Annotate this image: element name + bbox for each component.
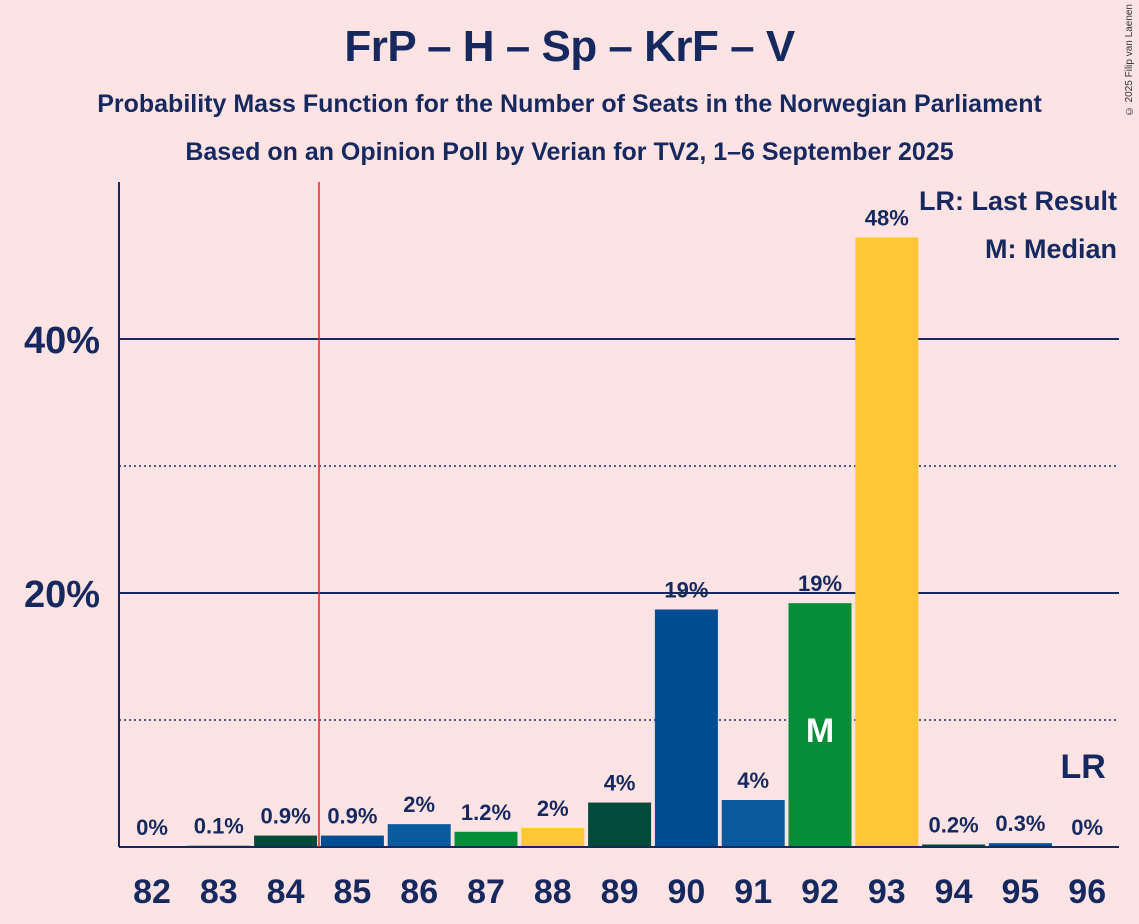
x-tick-label-82: 82 — [133, 873, 171, 911]
legend-entry-0: LR: Last Result — [919, 186, 1117, 216]
x-tick-label-87: 87 — [467, 873, 505, 911]
x-tick-label-83: 83 — [200, 873, 238, 911]
x-tick-label-86: 86 — [400, 873, 438, 911]
bar-85 — [320, 835, 384, 847]
legend-entry-1: M: Median — [985, 234, 1117, 264]
x-tick-label-94: 94 — [935, 873, 973, 911]
bar-88 — [521, 827, 585, 847]
x-tick-label-91: 91 — [734, 873, 772, 911]
bar-label-90: 19% — [664, 578, 708, 603]
bar-94 — [922, 844, 986, 847]
chart-subtitle: Probability Mass Function for the Number… — [97, 90, 1042, 118]
bar-label-93: 48% — [865, 205, 909, 230]
x-tick-label-85: 85 — [333, 873, 371, 911]
bar-93 — [855, 237, 919, 847]
bar-label-88: 2% — [537, 796, 569, 821]
x-tick-label-90: 90 — [667, 873, 705, 911]
x-tick-label-93: 93 — [868, 873, 906, 911]
bar-label-83: 0.1% — [194, 814, 244, 839]
bar-95 — [988, 843, 1052, 847]
x-tick-label-96: 96 — [1068, 873, 1106, 911]
x-tick-label-89: 89 — [601, 873, 639, 911]
x-tick-label-88: 88 — [534, 873, 572, 911]
bar-87 — [454, 831, 518, 847]
bar-label-94: 0.2% — [929, 812, 979, 837]
chart-title: FrP – H – Sp – KrF – V — [344, 22, 795, 71]
x-tick-label-92: 92 — [801, 873, 839, 911]
bar-label-96: 0% — [1071, 815, 1103, 840]
last-result-marker: LR — [1061, 748, 1106, 786]
bar-84 — [254, 835, 318, 847]
y-tick-label-20: 20% — [24, 574, 100, 616]
bar-label-91: 4% — [737, 768, 769, 793]
chart-subtitle-source: Based on an Opinion Poll by Verian for T… — [185, 138, 954, 166]
median-marker: M — [806, 712, 834, 750]
bar-label-85: 0.9% — [327, 804, 377, 829]
bar-label-84: 0.9% — [261, 804, 311, 829]
bar-label-92: 19% — [798, 571, 842, 596]
bar-label-95: 0.3% — [995, 811, 1045, 836]
x-tick-label-84: 84 — [267, 873, 305, 911]
bar-86 — [387, 824, 451, 847]
bar-92 — [788, 603, 852, 847]
bar-89 — [588, 802, 652, 847]
bar-91 — [721, 800, 785, 847]
y-tick-label-40: 40% — [24, 320, 100, 362]
bar-label-86: 2% — [403, 792, 435, 817]
bar-label-82: 0% — [136, 815, 168, 840]
x-tick-label-95: 95 — [1001, 873, 1039, 911]
bar-90 — [654, 609, 718, 847]
bar-label-87: 1.2% — [461, 800, 511, 825]
bar-label-89: 4% — [604, 771, 636, 796]
